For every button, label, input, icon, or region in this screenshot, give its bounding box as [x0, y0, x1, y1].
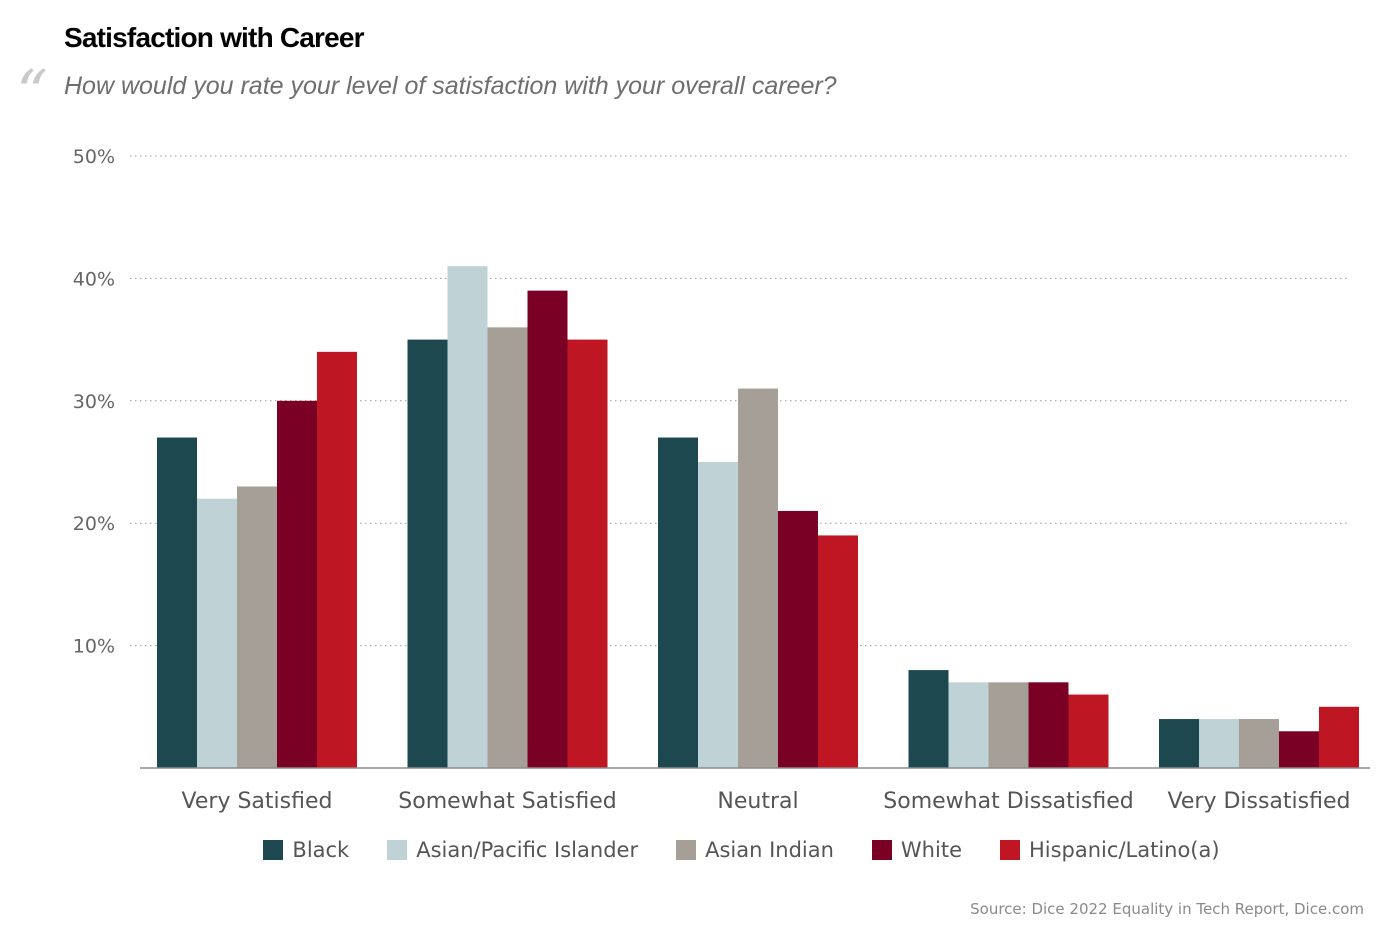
bar	[1319, 706, 1359, 768]
y-tick-label: 20%	[73, 513, 115, 535]
x-category-label: Somewhat Dissatisfied	[883, 789, 1133, 814]
bar	[407, 339, 448, 768]
chart-legend: Black Asian/Pacific Islander Asian Indian W…	[50, 838, 1383, 862]
bar	[447, 266, 488, 768]
x-category-label: Neutral	[717, 789, 798, 814]
bar	[658, 437, 698, 768]
bar	[778, 510, 818, 768]
y-tick-label: 10%	[73, 636, 115, 658]
legend-label: Asian/Pacific Islander	[416, 838, 639, 862]
legend-item: Asian Indian	[676, 838, 834, 862]
bar	[237, 486, 277, 768]
y-tick-label: 40%	[73, 268, 115, 290]
bar	[567, 339, 608, 768]
legend-swatch	[676, 840, 697, 860]
legend-item: White	[871, 838, 962, 862]
bar	[1199, 719, 1239, 768]
bar-chart: 10% 20% 30% 40% 50% Very Satisfied Somewhat Sa…	[73, 146, 1370, 814]
x-category-label: Somewhat Satisfied	[398, 789, 616, 814]
bar	[908, 670, 949, 768]
bar	[157, 437, 197, 768]
legend-label: White	[900, 838, 962, 862]
chart-title: Satisfaction with Career	[64, 22, 365, 53]
legend-swatch	[871, 840, 892, 860]
bar	[1028, 682, 1069, 768]
legend-label: Asian Indian	[705, 838, 834, 862]
bar	[1279, 731, 1319, 768]
bar	[527, 290, 568, 768]
legend-label: Black	[292, 838, 350, 862]
legend-swatch	[999, 840, 1020, 860]
source-note: Source: Dice 2022 Equality in Tech Repor…	[970, 900, 1364, 918]
bar	[738, 388, 778, 768]
bar	[487, 327, 528, 768]
legend-item: Black	[263, 838, 349, 862]
bar	[1068, 694, 1109, 768]
bar	[698, 462, 738, 768]
bar	[1239, 719, 1279, 768]
legend-item: Asian/Pacific Islander	[387, 838, 638, 862]
bar	[818, 535, 858, 768]
legend-label: Hispanic/Latino(a)	[1028, 838, 1220, 862]
bar	[197, 498, 237, 768]
legend-swatch	[387, 840, 408, 860]
bar	[317, 351, 357, 768]
legend-swatch	[263, 840, 284, 860]
bar	[277, 400, 317, 768]
legend-item: Hispanic/Latino(a)	[999, 838, 1220, 862]
y-tick-label: 50%	[73, 146, 115, 168]
chart-subtitle: How would you rate your level of satisfa…	[64, 72, 837, 100]
y-tick-label: 30%	[73, 391, 115, 413]
bar	[988, 682, 1029, 768]
x-category-label: Very Dissatisfied	[1168, 789, 1351, 814]
bar	[948, 682, 989, 768]
bar	[1159, 719, 1199, 768]
quote-icon: “	[16, 56, 48, 129]
x-category-label: Very Satisfied	[182, 789, 333, 814]
